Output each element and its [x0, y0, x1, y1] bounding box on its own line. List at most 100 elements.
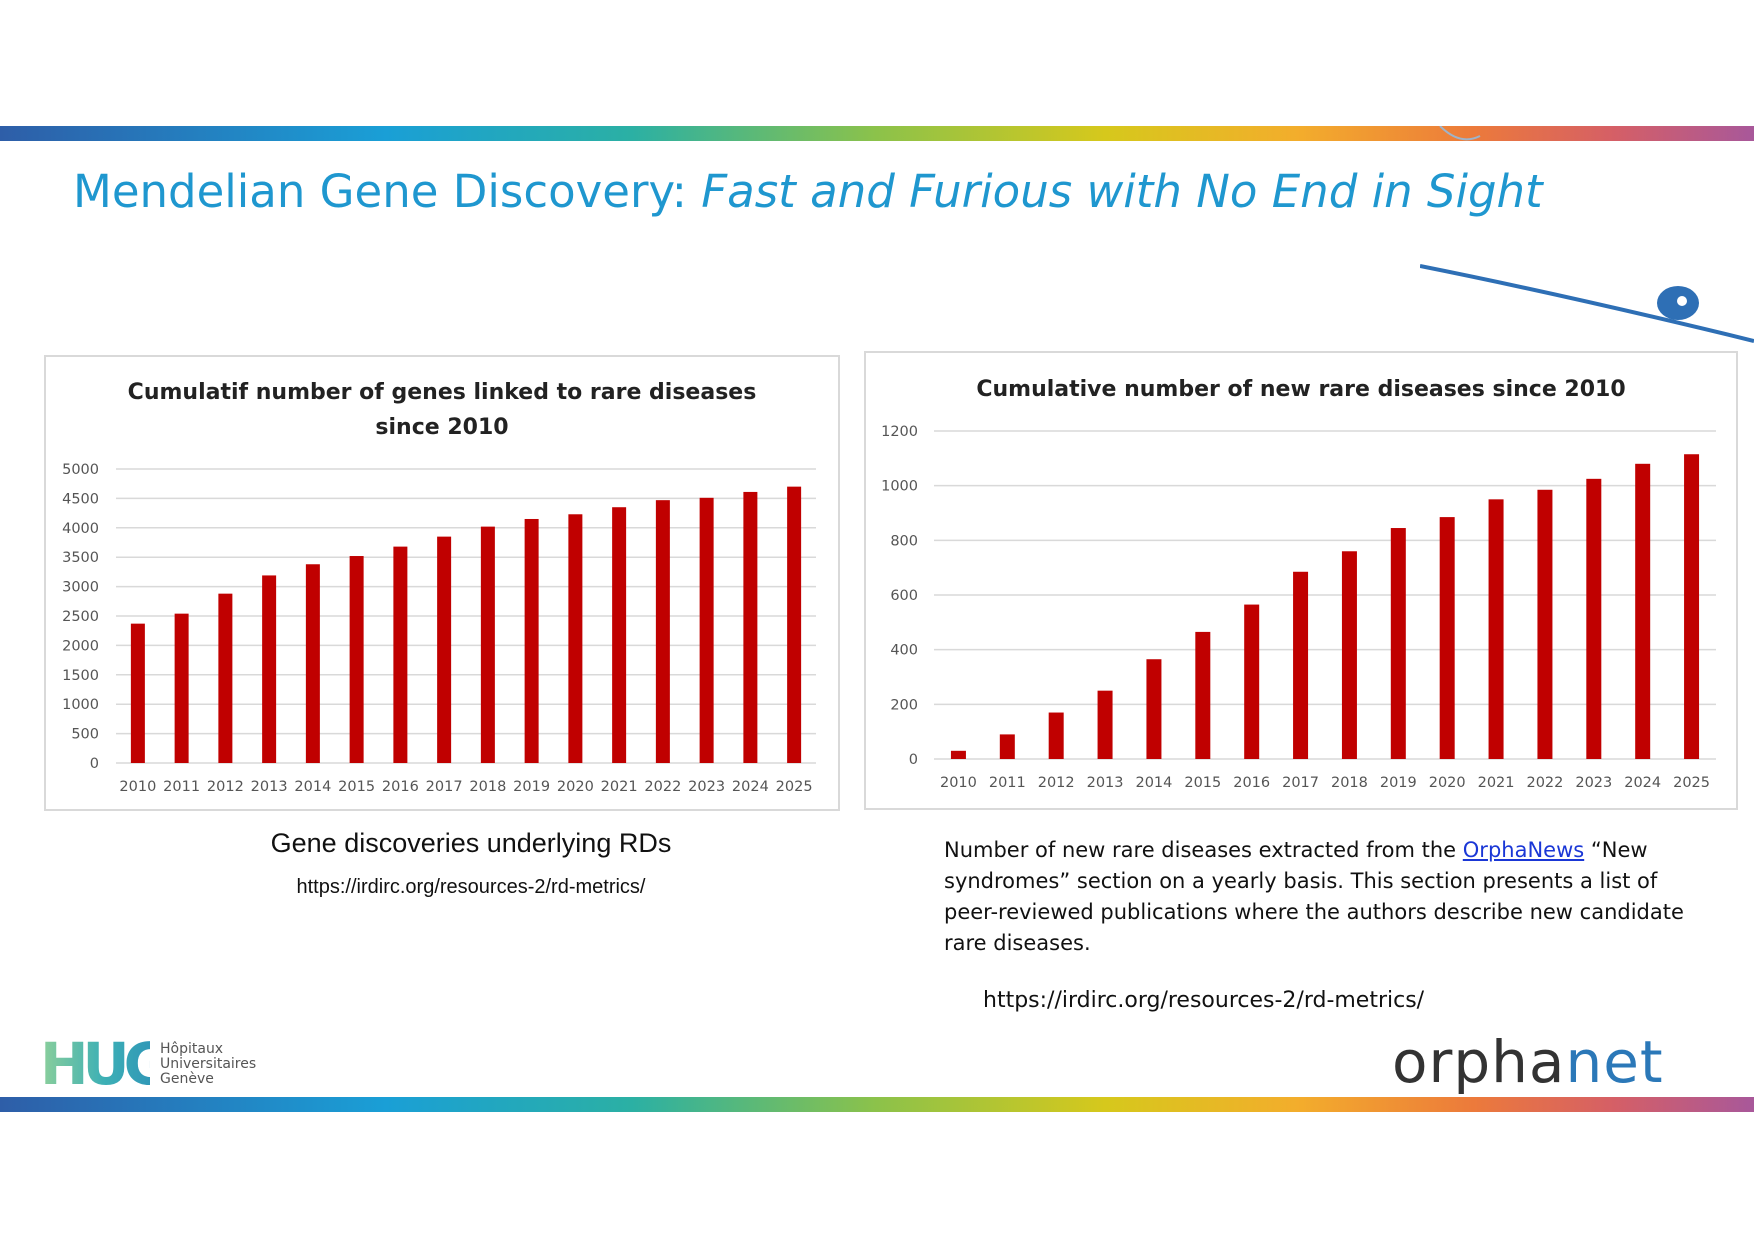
x-tick-label: 2023 — [688, 779, 725, 795]
y-tick-label: 0 — [90, 756, 99, 772]
hug-name-line: Universitaires — [160, 1056, 257, 1072]
bar-2024 — [1635, 463, 1651, 759]
bar-2014 — [305, 564, 320, 763]
x-tick-label: 2019 — [513, 779, 550, 795]
x-tick-label: 2025 — [1673, 775, 1710, 791]
description-text-end: “New syndromes” section on a yearly basi… — [944, 838, 1684, 955]
bar-2016 — [1244, 604, 1260, 759]
y-tick-label: 1000 — [62, 697, 99, 713]
x-tick-label: 2011 — [163, 779, 200, 795]
hug-logo: HUG — [40, 1036, 150, 1088]
x-tick-label: 2019 — [1380, 775, 1417, 791]
bar-2016 — [393, 546, 408, 763]
x-tick-label: 2010 — [940, 775, 977, 791]
bar-2017 — [1293, 571, 1309, 759]
bar-2023 — [699, 497, 714, 763]
x-tick-label: 2012 — [207, 779, 244, 795]
orphanews-link[interactable]: OrphaNews — [1462, 838, 1585, 862]
slide-title-italic: Fast and Furious with No End in Sight — [701, 165, 1543, 218]
orphanet-logo-part1: orpha — [1392, 1028, 1566, 1096]
hug-hospital-name: Hôpitaux Universitaires Genève — [160, 1042, 256, 1087]
x-tick-label: 2020 — [1429, 775, 1466, 791]
y-tick-label: 5000 — [62, 462, 99, 478]
chart-title: Cumulatif number of genes linked to rare… — [128, 380, 757, 405]
decorative-orbit-graphic — [1420, 126, 1754, 343]
x-tick-label: 2017 — [1282, 775, 1319, 791]
diseases-chart: Cumulative number of new rare diseases s… — [864, 351, 1738, 810]
x-tick-label: 2022 — [1526, 775, 1563, 791]
bar-2013 — [262, 575, 277, 763]
x-tick-label: 2010 — [119, 779, 156, 795]
chart-title: Cumulative number of new rare diseases s… — [976, 377, 1625, 402]
bar-2018 — [480, 526, 495, 763]
bottom-color-band — [0, 1097, 1754, 1112]
x-tick-label: 2024 — [732, 779, 769, 795]
orphanet-logo: orphanet — [1392, 1028, 1664, 1096]
bar-2020 — [568, 514, 583, 763]
y-tick-label: 4000 — [62, 521, 99, 537]
slide-title-plain: Mendelian Gene Discovery: — [73, 165, 702, 218]
hug-name-line: Hôpitaux — [160, 1041, 224, 1057]
genes-chart-caption: Gene discoveries underlying RDs — [270, 828, 672, 858]
bar-2018 — [1341, 551, 1357, 759]
chart-title: since 2010 — [375, 415, 508, 440]
y-tick-label: 400 — [890, 643, 918, 659]
y-tick-label: 1200 — [881, 424, 918, 440]
x-tick-label: 2014 — [1135, 775, 1172, 791]
x-tick-label: 2013 — [251, 779, 288, 795]
bar-2019 — [524, 518, 539, 763]
x-tick-label: 2018 — [469, 779, 506, 795]
genes-chart: Cumulatif number of genes linked to rare… — [44, 355, 840, 811]
bar-2011 — [174, 613, 189, 763]
bar-2010 — [950, 750, 966, 759]
x-tick-label: 2018 — [1331, 775, 1368, 791]
x-tick-label: 2015 — [1184, 775, 1221, 791]
y-tick-label: 2500 — [62, 609, 99, 625]
y-tick-label: 1000 — [881, 479, 918, 495]
slide-title: Mendelian Gene Discovery: Fast and Furio… — [73, 165, 1543, 218]
x-tick-label: 2013 — [1087, 775, 1124, 791]
x-tick-label: 2014 — [294, 779, 331, 795]
x-tick-label: 2016 — [1233, 775, 1270, 791]
x-tick-label: 2022 — [644, 779, 681, 795]
bar-2013 — [1097, 690, 1113, 759]
y-tick-label: 800 — [890, 533, 918, 549]
x-tick-label: 2017 — [426, 779, 463, 795]
x-tick-label: 2021 — [1478, 775, 1515, 791]
diseases-chart-description: Number of new rare diseases extracted fr… — [944, 835, 1704, 959]
y-tick-label: 3000 — [62, 580, 99, 596]
y-tick-label: 1500 — [62, 668, 99, 684]
x-tick-label: 2011 — [989, 775, 1026, 791]
bar-2023 — [1586, 478, 1602, 759]
bar-2025 — [1684, 454, 1700, 759]
bar-2021 — [612, 507, 627, 763]
bar-2020 — [1439, 517, 1455, 759]
bar-2024 — [743, 491, 758, 763]
orphanet-logo-part2: net — [1565, 1028, 1664, 1096]
bar-2012 — [1048, 712, 1064, 759]
bar-2021 — [1488, 499, 1504, 759]
y-tick-label: 0 — [909, 752, 918, 768]
bar-2022 — [655, 500, 670, 763]
x-tick-label: 2016 — [382, 779, 419, 795]
bar-2019 — [1390, 528, 1406, 759]
bar-2010 — [130, 623, 145, 763]
diseases-source-url: https://irdirc.org/resources-2/rd-metric… — [983, 988, 1425, 1013]
hug-name-line: Genève — [160, 1071, 214, 1087]
x-tick-label: 2024 — [1624, 775, 1661, 791]
y-tick-label: 2000 — [62, 638, 99, 654]
y-tick-label: 200 — [890, 697, 918, 713]
y-tick-label: 4500 — [62, 491, 99, 507]
bar-2015 — [1195, 631, 1211, 759]
bar-2014 — [1146, 659, 1162, 759]
genes-source-url: https://irdirc.org/resources-2/rd-metric… — [296, 876, 646, 898]
bar-2015 — [349, 556, 364, 763]
x-tick-label: 2012 — [1038, 775, 1075, 791]
bar-2025 — [787, 486, 802, 763]
x-tick-label: 2025 — [776, 779, 813, 795]
hug-logo-mark: HUG — [40, 1036, 150, 1088]
bar-2022 — [1537, 489, 1553, 759]
y-tick-label: 600 — [890, 588, 918, 604]
x-tick-label: 2020 — [557, 779, 594, 795]
y-tick-label: 3500 — [62, 550, 99, 566]
